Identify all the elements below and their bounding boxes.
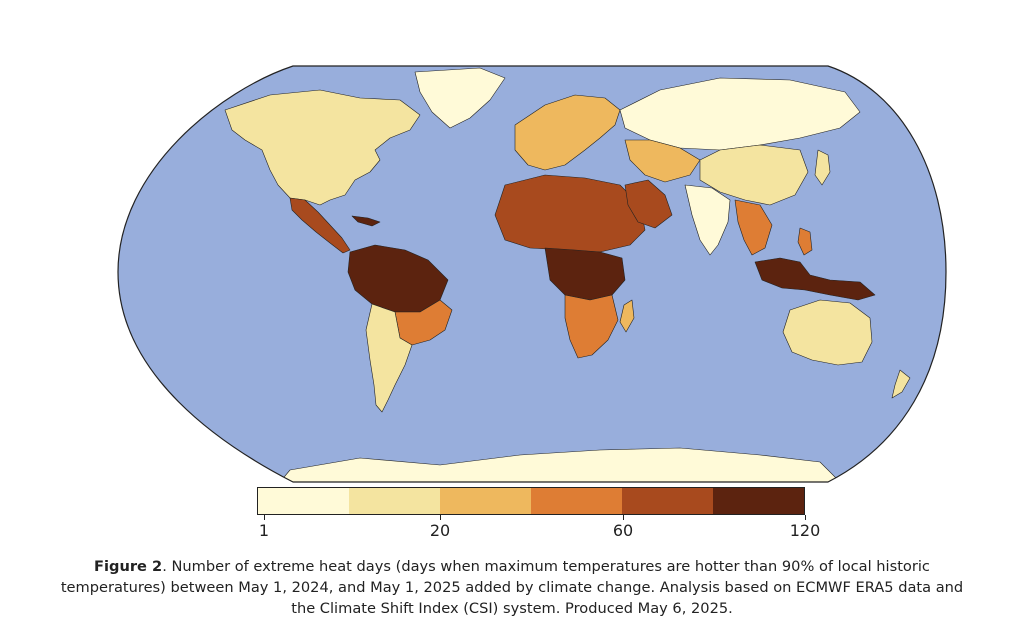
philippines bbox=[797, 227, 813, 256]
colorbar-tick bbox=[805, 515, 806, 520]
map-outline bbox=[117, 65, 947, 483]
colorbar-segment bbox=[349, 488, 440, 514]
colorbar bbox=[257, 487, 805, 515]
japan bbox=[814, 149, 831, 186]
colorbar-segment bbox=[622, 488, 713, 514]
colorbar-tick-label: 120 bbox=[789, 521, 821, 540]
antarctica bbox=[279, 447, 841, 482]
central-america bbox=[289, 197, 351, 254]
southern-africa bbox=[564, 294, 619, 359]
central-asia bbox=[624, 139, 701, 183]
north-america bbox=[224, 89, 421, 206]
colorbar-segment bbox=[531, 488, 622, 514]
colorbar-tick bbox=[440, 515, 441, 520]
colorbar-tick bbox=[264, 515, 265, 520]
arabian-peninsula bbox=[624, 179, 673, 229]
greenland bbox=[414, 67, 506, 129]
caption-label: Figure 2 bbox=[94, 558, 163, 575]
colorbar-segment bbox=[258, 488, 349, 514]
southeast-asia bbox=[734, 199, 773, 256]
europe bbox=[514, 94, 621, 171]
colorbar-segment bbox=[440, 488, 531, 514]
new-zealand bbox=[891, 369, 911, 399]
caption-text: . Number of extreme heat days (days when… bbox=[60, 558, 964, 617]
central-africa bbox=[544, 247, 626, 301]
caribbean bbox=[351, 215, 381, 227]
india bbox=[684, 184, 731, 256]
colorbar-tick-label: 20 bbox=[429, 521, 451, 540]
maritime-continent bbox=[754, 257, 876, 301]
world-heat-map bbox=[117, 65, 947, 483]
figure-caption: Figure 2. Number of extreme heat days (d… bbox=[60, 556, 964, 619]
madagascar bbox=[619, 299, 635, 333]
colorbar-tick bbox=[623, 515, 624, 520]
sahara-sahel bbox=[494, 174, 646, 253]
australia bbox=[782, 299, 873, 366]
colorbar-tick-label: 1 bbox=[258, 521, 270, 540]
southern-south-america bbox=[365, 303, 413, 413]
colorbar-tick-label: 60 bbox=[612, 521, 634, 540]
colorbar-segment bbox=[713, 488, 804, 514]
china bbox=[699, 144, 809, 206]
